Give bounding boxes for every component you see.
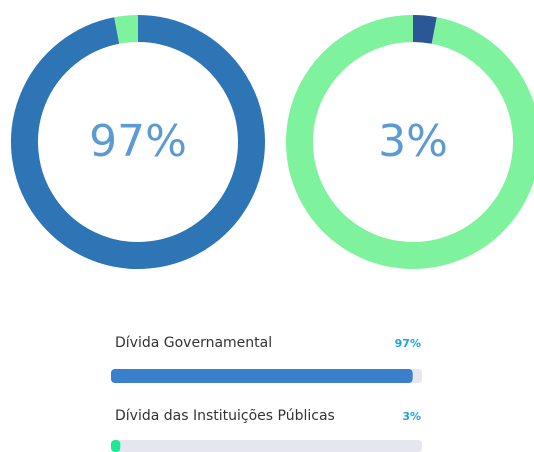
donut-segment [114,15,139,44]
donut-segment [412,15,437,44]
center-label: 3% [378,116,448,167]
bar-track [111,440,422,452]
center-label: 97% [89,116,187,167]
bar [111,440,121,452]
bar-name: Dívida Governamental [115,335,272,351]
bar-name: Dívida das Instituições Públicas [115,408,335,424]
bar-value-label: 97% [395,337,421,350]
donut-segment [286,15,534,269]
bar-value-label: 3% [402,410,421,423]
bar [111,369,413,383]
donut-segment [11,15,265,269]
